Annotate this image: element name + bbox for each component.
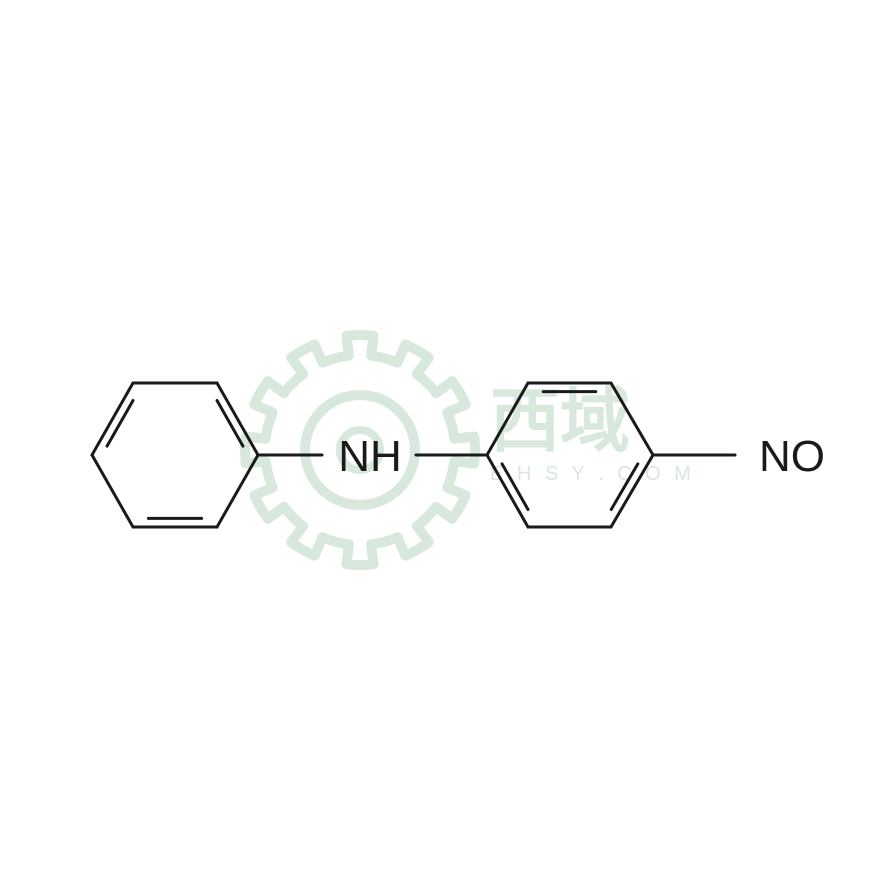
chemical-diagram: 西域 E H S Y . C O M NH NO <box>0 0 890 890</box>
svg-text:E H S Y . C O M: E H S Y . C O M <box>490 463 695 485</box>
svg-text:西域: 西域 <box>490 382 630 460</box>
atom-label: NH <box>338 432 402 481</box>
atom-label: NO <box>759 432 825 481</box>
watermark: 西域 E H S Y . C O M <box>245 335 695 565</box>
